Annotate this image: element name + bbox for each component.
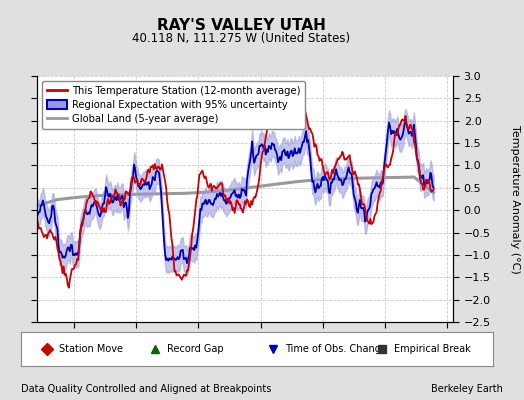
- Text: Station Move: Station Move: [59, 344, 123, 354]
- Text: Berkeley Earth: Berkeley Earth: [431, 384, 503, 394]
- Text: Record Gap: Record Gap: [167, 344, 224, 354]
- Text: 40.118 N, 111.275 W (United States): 40.118 N, 111.275 W (United States): [132, 32, 350, 45]
- Text: Time of Obs. Change: Time of Obs. Change: [285, 344, 387, 354]
- Legend: This Temperature Station (12-month average), Regional Expectation with 95% uncer: This Temperature Station (12-month avera…: [42, 81, 305, 129]
- Text: Empirical Break: Empirical Break: [394, 344, 470, 354]
- Y-axis label: Temperature Anomaly (°C): Temperature Anomaly (°C): [510, 125, 520, 273]
- Text: RAY'S VALLEY UTAH: RAY'S VALLEY UTAH: [157, 18, 325, 33]
- Text: Data Quality Controlled and Aligned at Breakpoints: Data Quality Controlled and Aligned at B…: [21, 384, 271, 394]
